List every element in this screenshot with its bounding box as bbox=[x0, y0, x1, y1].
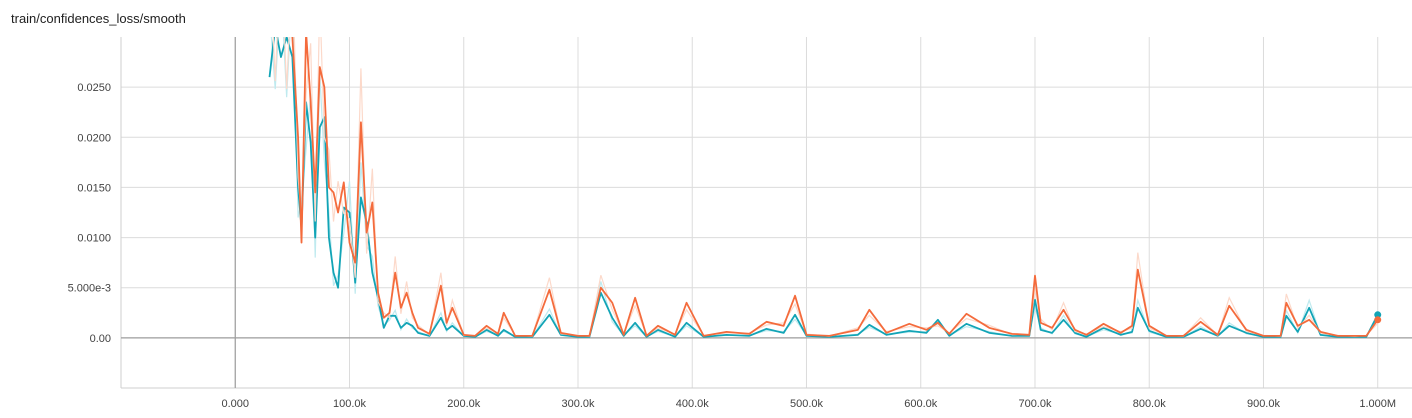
x-tick-label: 900.0k bbox=[1247, 398, 1281, 410]
x-tick-label: 800.0k bbox=[1133, 398, 1167, 410]
y-tick-label: 5.000e-3 bbox=[68, 283, 111, 295]
x-tick-label: 1.000M bbox=[1359, 398, 1396, 410]
y-tick-label: 0.0200 bbox=[77, 132, 111, 144]
x-tick-label: 0.000 bbox=[221, 398, 249, 410]
series-0-last-point bbox=[1374, 311, 1382, 319]
x-tick-label: 400.0k bbox=[676, 398, 710, 410]
series-0-line bbox=[268, 37, 1379, 338]
y-tick-label: 0.00 bbox=[90, 333, 111, 345]
series-0-raw-line bbox=[270, 37, 1379, 338]
x-tick-label: 700.0k bbox=[1018, 398, 1052, 410]
series-1-raw-line bbox=[272, 37, 1379, 337]
x-tick-label: 100.0k bbox=[333, 398, 367, 410]
chart-title: train/confidences_loss/smooth bbox=[11, 11, 186, 26]
y-tick-label: 0.0250 bbox=[77, 82, 111, 94]
series-1-line bbox=[291, 37, 1379, 337]
y-tick-label: 0.0150 bbox=[77, 182, 111, 194]
x-tick-label: 300.0k bbox=[561, 398, 595, 410]
x-tick-label: 200.0k bbox=[447, 398, 481, 410]
y-tick-label: 0.0100 bbox=[77, 233, 111, 245]
series-1-last-point bbox=[1374, 316, 1382, 324]
x-tick-label: 600.0k bbox=[904, 398, 938, 410]
x-tick-label: 500.0k bbox=[790, 398, 824, 410]
